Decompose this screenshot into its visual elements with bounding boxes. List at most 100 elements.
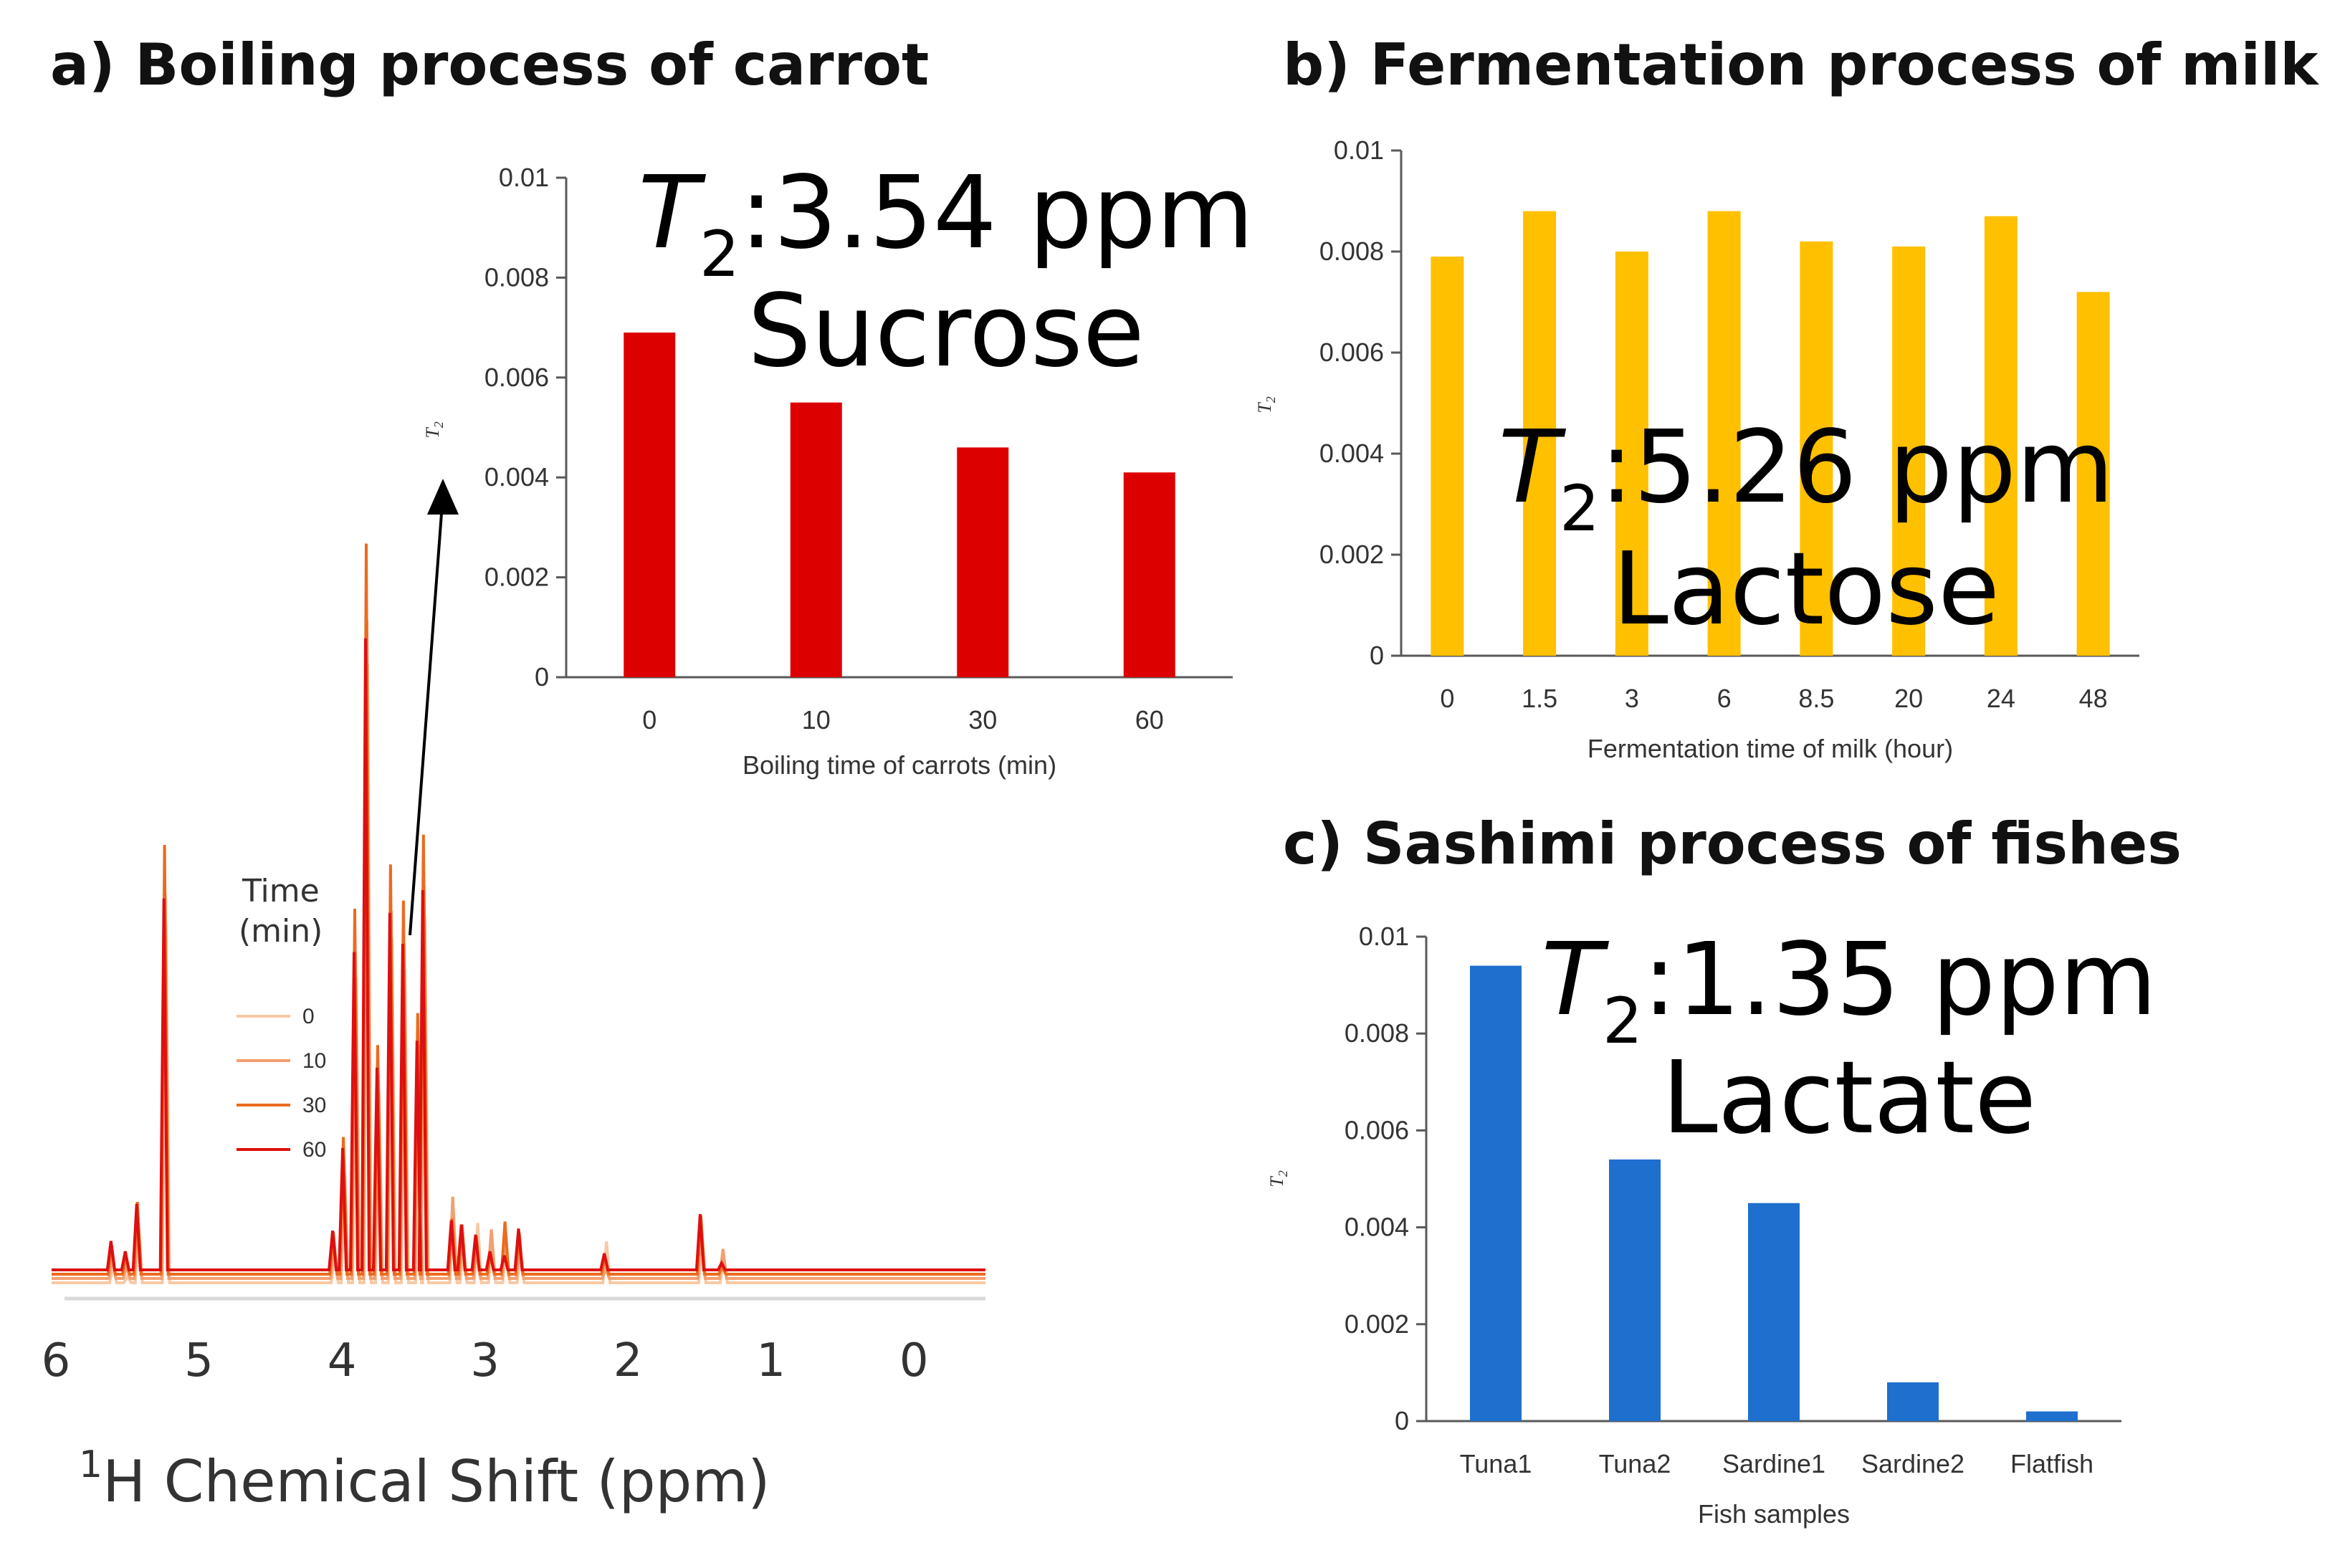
chart-a-bar-30 bbox=[957, 447, 1009, 677]
chart-a-annotation-symbol: T bbox=[638, 155, 706, 272]
panel-a-title: a) Boiling process of carrot bbox=[50, 32, 929, 98]
chart-a-x-axis-label: Boiling time of carrots (min) bbox=[743, 750, 1056, 780]
chart-b-bar-20 bbox=[1892, 246, 1926, 656]
chart-b-x-tick-label: 3 bbox=[1625, 684, 1639, 713]
chart-c-y-tick-label: 0.002 bbox=[1345, 1309, 1409, 1339]
chart-b-y-axis-label: T2 bbox=[1254, 396, 1278, 413]
nmr-legend: 0 10 30 60 bbox=[237, 1005, 326, 1162]
chart-a-annotation-subscript: 2 bbox=[700, 217, 740, 291]
chart-c-y-tick-label: 0.006 bbox=[1345, 1115, 1409, 1144]
chart-c-y-tick-label: 0 bbox=[1395, 1406, 1409, 1435]
arrowhead-icon bbox=[427, 479, 459, 515]
nmr-x-tick-label: 4 bbox=[328, 1334, 357, 1387]
nmr-x-label-superscript: 1 bbox=[79, 1443, 102, 1486]
chart-b-x-tick-label: 8.5 bbox=[1798, 684, 1834, 713]
chart-c-sashimi-fishes: 0 0.002 0.004 0.006 0.008 0.01 Tuna1 Tuna2 Sardi… bbox=[1266, 922, 2157, 1529]
chart-b-y-tick-label: 0 bbox=[1370, 641, 1384, 670]
chart-a-y-axis-label: T2 bbox=[422, 421, 446, 438]
chart-a-y-tick-label: 0 bbox=[535, 662, 549, 692]
chart-c-bar-Flatfish bbox=[2026, 1411, 2078, 1421]
nmr-x-tick-label: 3 bbox=[470, 1334, 500, 1387]
chart-c-x-tick-label: Tuna1 bbox=[1460, 1449, 1532, 1478]
chart-c-y-tick-label: 0.004 bbox=[1345, 1213, 1409, 1242]
chart-b-y-tick-label: 0.006 bbox=[1319, 338, 1384, 367]
chart-c-annotation-line2: Lactate bbox=[1662, 1040, 2036, 1157]
chart-b-y-tick-label: 0.01 bbox=[1334, 135, 1384, 165]
chart-c-annotation-separator: : bbox=[1643, 922, 1676, 1038]
nmr-legend-label-0: 0 bbox=[302, 1005, 315, 1028]
chart-a-x-tick-label: 0 bbox=[642, 705, 656, 735]
nmr-x-label-text: H Chemical Shift (ppm) bbox=[102, 1448, 770, 1515]
chart-c-bar-Sardine1 bbox=[1748, 1203, 1800, 1421]
nmr-legend-title-line2: (min) bbox=[239, 913, 323, 950]
chart-a-bar-0 bbox=[624, 333, 676, 677]
chart-b-y-tick-label: 0.004 bbox=[1319, 439, 1384, 468]
nmr-series-30-line bbox=[52, 543, 985, 1276]
chart-c-annotation-line1: T2:1.35 ppm bbox=[1541, 922, 2157, 1058]
nmr-series-lines bbox=[52, 543, 985, 1284]
chart-c-bar-Tuna2 bbox=[1609, 1159, 1661, 1421]
chart-b-bar-48 bbox=[2076, 292, 2110, 656]
chart-c-x-tick-label: Sardine2 bbox=[1861, 1449, 1964, 1478]
chart-b-x-tick-label: 20 bbox=[1894, 684, 1923, 713]
chart-a-boiling-carrot: 0 0.002 0.004 0.006 0.008 0.01 0 10 30 60 Boiling … bbox=[422, 155, 1254, 780]
chart-c-y-axis-label: T2 bbox=[1266, 1170, 1290, 1187]
chart-b-bar-6 bbox=[1707, 211, 1741, 656]
chart-c-x-tick-label: Flatfish bbox=[2010, 1449, 2093, 1478]
nmr-legend-title-line1: Time bbox=[242, 873, 320, 909]
chart-a-bar-10 bbox=[790, 402, 842, 677]
chart-b-annotation-line1: T2:5.26 ppm bbox=[1498, 409, 2114, 545]
chart-c-annotation-subscript: 2 bbox=[1603, 984, 1643, 1058]
chart-b-fermentation-milk: 0 0.002 0.004 0.006 0.008 0.01 0 1.5 3 6 8.5 20 24 48… bbox=[1254, 135, 2139, 763]
nmr-legend-label-30: 30 bbox=[302, 1094, 326, 1117]
chart-c-bar-Tuna1 bbox=[1470, 965, 1522, 1421]
chart-c-x-tick-label: Sardine1 bbox=[1722, 1449, 1825, 1478]
chart-c-annotation-value: 1.35 ppm bbox=[1676, 922, 2157, 1038]
chart-c-y-tick-label: 0.008 bbox=[1345, 1018, 1409, 1048]
chart-b-bar-1.5 bbox=[1523, 211, 1557, 656]
chart-a-y-tick-label: 0.008 bbox=[484, 262, 549, 292]
chart-b-x-tick-label: 6 bbox=[1717, 684, 1732, 713]
nmr-x-tick-label: 2 bbox=[613, 1334, 643, 1387]
nmr-x-ticks: 6 5 4 3 2 1 0 bbox=[42, 1334, 929, 1387]
nmr-x-axis-label: 1H Chemical Shift (ppm) bbox=[79, 1443, 770, 1515]
chart-a-x-tick-label: 60 bbox=[1135, 705, 1164, 735]
chart-b-x-tick-label: 24 bbox=[1987, 684, 2015, 713]
nmr-x-tick-label: 6 bbox=[42, 1334, 71, 1387]
panel-c-title: c) Sashimi process of fishes bbox=[1283, 811, 2182, 877]
nmr-series-10-line bbox=[52, 621, 985, 1280]
nmr-series-60-line bbox=[52, 638, 985, 1271]
chart-b-bar-8.5 bbox=[1800, 241, 1833, 656]
chart-b-x-tick-label: 1.5 bbox=[1522, 684, 1557, 713]
chart-c-y-tick-label: 0.01 bbox=[1359, 922, 1409, 951]
chart-a-y-tick-label: 0.002 bbox=[484, 563, 549, 592]
chart-b-x-axis-label: Fermentation time of milk (hour) bbox=[1587, 734, 1953, 763]
sucrose-peak-arrow bbox=[409, 494, 444, 936]
nmr-x-tick-label: 1 bbox=[756, 1334, 786, 1387]
chart-b-x-tick-label: 0 bbox=[1440, 684, 1454, 713]
nmr-x-tick-label: 5 bbox=[184, 1334, 214, 1387]
chart-c-y-label-sub: 2 bbox=[1276, 1170, 1290, 1177]
chart-c-bar-Sardine2 bbox=[1887, 1382, 1939, 1421]
chart-a-bar-60 bbox=[1123, 472, 1175, 677]
chart-b-x-tick-label: 48 bbox=[2079, 684, 2108, 713]
chart-a-annotation-value: 3.54 ppm bbox=[773, 155, 1254, 272]
chart-b-bar-0 bbox=[1431, 257, 1464, 656]
nmr-legend-label-60: 60 bbox=[302, 1138, 326, 1162]
chart-b-annotation-subscript: 2 bbox=[1560, 472, 1600, 545]
chart-a-x-tick-label: 30 bbox=[968, 705, 997, 735]
chart-b-y-tick-label: 0.002 bbox=[1319, 540, 1384, 569]
chart-b-y-label-sub: 2 bbox=[1264, 396, 1278, 403]
chart-c-annotation-symbol: T bbox=[1541, 922, 1609, 1038]
chart-a-annotation-line2: Sucrose bbox=[748, 273, 1145, 390]
chart-c-x-axis-label: Fish samples bbox=[1698, 1499, 1850, 1529]
nmr-x-tick-label: 0 bbox=[899, 1334, 929, 1387]
chart-c-x-tick-label: Tuna2 bbox=[1599, 1449, 1671, 1478]
chart-b-annotation-symbol: T bbox=[1498, 409, 1566, 526]
chart-b-annotation-separator: : bbox=[1600, 409, 1633, 526]
chart-a-x-tick-label: 10 bbox=[802, 705, 831, 735]
chart-a-annotation-line1: T2:3.54 ppm bbox=[638, 155, 1254, 291]
chart-b-annotation-value: 5.26 ppm bbox=[1633, 409, 2114, 526]
